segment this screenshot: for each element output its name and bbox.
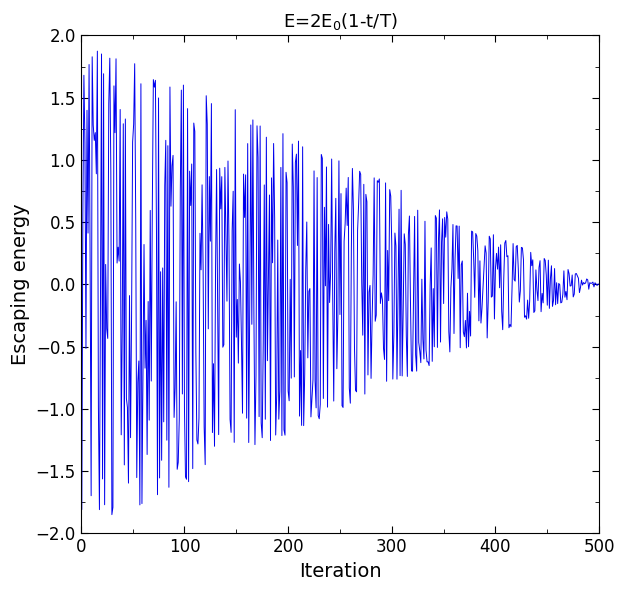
X-axis label: Iteration: Iteration (299, 562, 381, 581)
Y-axis label: Escaping energy: Escaping energy (11, 204, 30, 365)
Title: E=2E$_0$(1-t/T): E=2E$_0$(1-t/T) (283, 11, 398, 32)
